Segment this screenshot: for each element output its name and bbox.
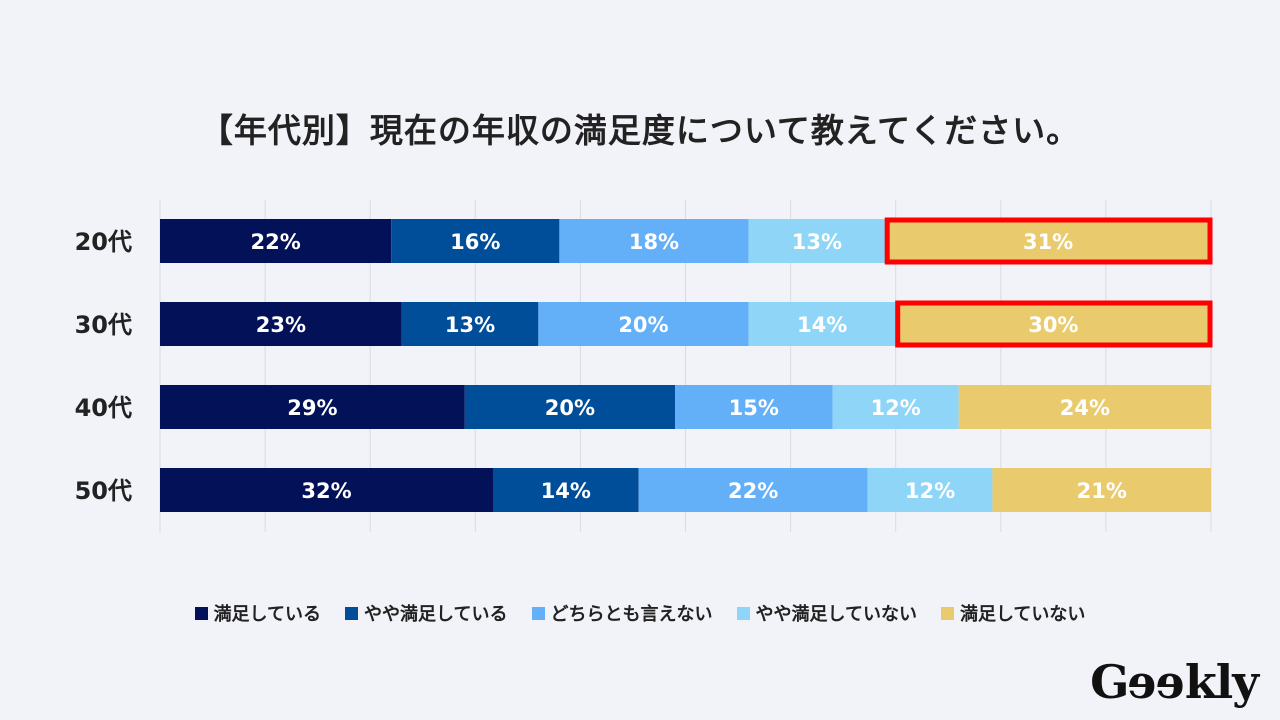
legend-label: 満足している	[213, 604, 322, 625]
category-label: 50代	[75, 477, 132, 505]
legend-swatch	[345, 606, 359, 620]
legend-item: 満足している	[194, 600, 322, 626]
legend-label: 満足していない	[959, 604, 1086, 625]
legend-swatch	[940, 606, 954, 620]
bar-segment	[958, 385, 1211, 429]
bar-segment	[832, 385, 959, 429]
bar-segment	[401, 302, 539, 346]
bar-segment	[748, 219, 886, 263]
category-label: 20代	[75, 228, 132, 256]
data-label: 29%	[287, 396, 337, 420]
chart-title: 【年代別】現在の年収の満足度について教えてください。	[199, 111, 1081, 150]
geekly-logo: Geekly	[1090, 655, 1259, 709]
data-label: 13%	[792, 230, 842, 254]
legend-label: どちらとも言えない	[550, 604, 713, 625]
legend-swatch	[531, 606, 545, 620]
data-label: 22%	[250, 230, 300, 254]
bar-segment	[867, 468, 993, 512]
bar-segment	[464, 385, 675, 429]
data-label: 14%	[797, 313, 847, 337]
bar-segment	[895, 302, 1211, 346]
legend-swatch	[194, 606, 208, 620]
data-label: 24%	[1060, 396, 1110, 420]
chart-legend: 満足している やや満足している どちらとも言えない やや満足していない 満足していない	[0, 600, 1280, 626]
bar-segment	[391, 219, 560, 263]
bar-segment	[992, 468, 1211, 512]
bar-segment	[674, 385, 833, 429]
category-label: 40代	[75, 394, 132, 422]
highlight-box	[895, 300, 1213, 348]
data-label: 32%	[301, 479, 351, 503]
legend-label: やや満足していない	[755, 604, 917, 625]
bar-segment	[160, 468, 493, 512]
data-label: 21%	[1077, 479, 1127, 503]
legend-swatch	[736, 606, 750, 620]
data-label: 15%	[729, 396, 779, 420]
data-label: 16%	[450, 230, 500, 254]
legend-item: やや満足している	[345, 600, 508, 626]
data-label: 23%	[256, 313, 306, 337]
bar-segment	[559, 219, 749, 263]
bar-segment	[160, 302, 402, 346]
legend-label: やや満足している	[364, 604, 508, 625]
data-label: 12%	[905, 479, 955, 503]
data-label: 30%	[1028, 313, 1078, 337]
data-label: 13%	[445, 313, 495, 337]
bar-segment	[885, 219, 1211, 263]
legend-item: どちらとも言えない	[531, 600, 713, 626]
category-label: 30代	[75, 311, 132, 339]
data-label: 31%	[1023, 230, 1073, 254]
bar-segment	[160, 219, 392, 263]
bar-segment	[160, 385, 465, 429]
highlight-box	[884, 217, 1213, 265]
data-label: 20%	[545, 396, 595, 420]
data-label: 20%	[618, 313, 668, 337]
bar-segment	[538, 302, 749, 346]
data-label: 18%	[629, 230, 679, 254]
data-label: 22%	[728, 479, 778, 503]
legend-item: 満足していない	[940, 600, 1086, 626]
bar-segment	[638, 468, 868, 512]
legend-item: やや満足していない	[736, 600, 917, 626]
bar-segment	[748, 302, 896, 346]
data-label: 12%	[871, 396, 921, 420]
bar-segment	[492, 468, 639, 512]
data-label: 14%	[541, 479, 591, 503]
